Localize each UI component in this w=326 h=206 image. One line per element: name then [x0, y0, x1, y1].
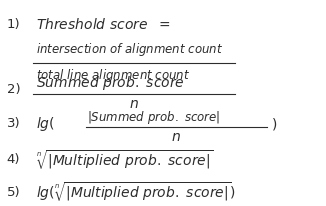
Text: $\mathit{intersection\ of\ alignment\ count}$: $\mathit{intersection\ of\ alignment\ co…	[36, 41, 223, 58]
Text: $\mathit{Threshold\ score\ \ =}$: $\mathit{Threshold\ score\ \ =}$	[36, 17, 170, 32]
Text: $n$: $n$	[171, 130, 181, 144]
Text: $n$: $n$	[129, 97, 139, 111]
Text: $\mathit{total\ line\ alignment\ count}$: $\mathit{total\ line\ alignment\ count}$	[36, 67, 190, 84]
Text: 2): 2)	[7, 83, 20, 96]
Text: 3): 3)	[7, 117, 20, 130]
Text: 4): 4)	[7, 153, 20, 166]
Text: $\mathit{\sqrt[n]{|Multiplied\ prob.\ score|}}$: $\mathit{\sqrt[n]{|Multiplied\ prob.\ sc…	[36, 148, 214, 172]
Text: $)$: $)$	[271, 116, 277, 132]
Text: 5): 5)	[7, 186, 20, 199]
Text: $\mathit{Summed\ prob.\ score}$: $\mathit{Summed\ prob.\ score}$	[36, 74, 185, 92]
Text: 1): 1)	[7, 18, 20, 31]
Text: $\mathit{lg}($: $\mathit{lg}($	[36, 115, 55, 133]
Text: $\mathit{|Summed\ prob.\ score|}$: $\mathit{|Summed\ prob.\ score|}$	[86, 109, 220, 126]
Text: $\mathit{lg}(\mathit{\sqrt[n]{|Multiplied\ prob.\ score|}})$: $\mathit{lg}(\mathit{\sqrt[n]{|Multiplie…	[36, 181, 236, 205]
